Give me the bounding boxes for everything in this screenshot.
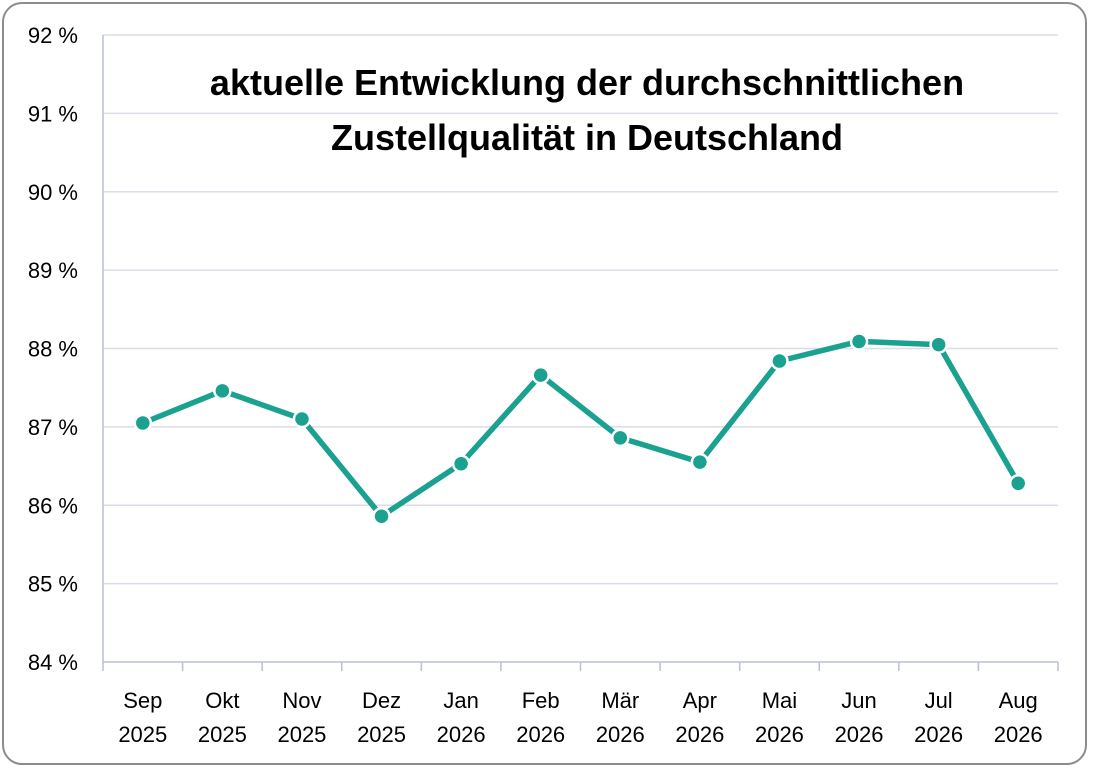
x-tick-label-year: 2026 [516,722,565,747]
x-tick-label-year: 2026 [755,722,804,747]
y-tick-label-86: 86 % [28,493,78,518]
x-tick-label-month: Mär [601,688,639,713]
x-tick-label-month: Dez [362,688,401,713]
data-point [849,332,869,351]
y-tick-label-84: 84 % [28,650,78,675]
x-tick-label-year: 2025 [277,722,326,747]
data-point [451,454,471,473]
x-tick-label-year: 2026 [675,722,724,747]
data-point [611,428,630,448]
x-tick-label-year: 2025 [118,722,167,747]
data-point [929,335,948,354]
x-axis-tick-labels: Sep 2025 Okt 2025 Nov 2025 Dez 2025 Jan 2026 Feb 20… [118,688,1042,747]
x-tick-label-year: 2026 [914,722,963,747]
series-line [140,338,1021,519]
x-tick-label-year: 2026 [994,722,1043,747]
x-tick-label-month: Feb [522,688,560,713]
y-tick-label-85: 85 % [28,572,78,597]
y-tick-label-88: 88 % [28,337,78,362]
gridlines [103,34,1058,585]
x-tick-label-month: Aug [999,688,1038,713]
x-tick-label-month: Okt [205,688,239,713]
data-point [770,351,789,371]
x-tick-label-month: Jul [925,688,953,713]
data-points [133,332,1028,526]
data-point [372,506,391,526]
chart-title-line-2: Zustellqualität in Deutschland [331,117,843,158]
x-tick-label-year: 2026 [835,722,884,747]
data-point [1008,474,1028,493]
data-point [690,452,710,472]
x-tick-label-month: Sep [123,688,162,713]
x-tick-label-month: Jan [443,688,478,713]
x-tick-label-month: Jun [841,688,876,713]
y-tick-label-91: 91 % [28,101,78,126]
data-point [292,409,312,429]
y-tick-label-89: 89 % [28,258,78,283]
x-tick-label-month: Mai [762,688,797,713]
series-line-path [140,338,1021,519]
x-tick-label-year: 2025 [198,722,247,747]
x-tick-label-month: Apr [683,688,717,713]
data-point [531,365,550,385]
y-tick-label-92: 92 % [28,23,78,48]
data-point [133,413,153,433]
y-tick-label-90: 90 % [28,180,78,205]
chart-title-line-1: aktuelle Entwicklung der durchschnittlic… [210,62,964,103]
x-tick-label-year: 2026 [596,722,645,747]
y-tick-label-87: 87 % [28,415,78,440]
data-point [213,381,232,401]
x-tick-label-year: 2026 [437,722,486,747]
x-tick-label-year: 2025 [357,722,406,747]
y-axis-tick-labels: 84 % 85 % 86 % 87 % 88 % 89 % 90 % 91 % 92 % [28,23,78,675]
axes [102,35,1059,671]
x-tick-label-month: Nov [282,688,321,713]
